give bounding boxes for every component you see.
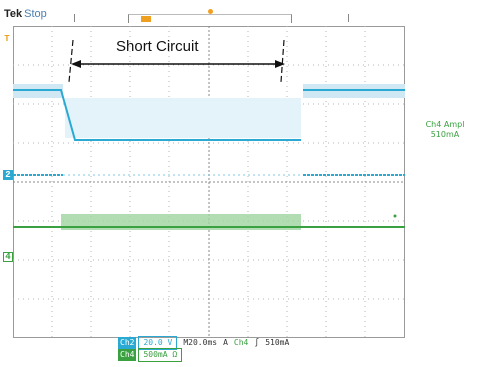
- ch2-scale: 20.0 V: [138, 336, 178, 350]
- status-row-1: Ch2 20.0 V M20.0ms A Ch4 ∫ 510mA: [118, 336, 290, 350]
- record-tick: [348, 14, 349, 22]
- trigger-slope-icon: ∫: [254, 338, 260, 347]
- trigger-position-marker[interactable]: T: [4, 34, 10, 44]
- trigger-source: Ch4: [233, 338, 249, 347]
- ch2-noise-band-short: [65, 98, 301, 138]
- scope-brand: Tek Stop: [4, 8, 47, 20]
- record-window-marker: [141, 16, 151, 22]
- status-row-2: Ch4 500mA Ω: [118, 348, 289, 362]
- trigger-level: 510mA: [265, 338, 290, 347]
- run-state: Stop: [24, 8, 47, 20]
- short-circuit-label: Short Circuit: [116, 38, 199, 55]
- arrow-head-left: [71, 60, 81, 68]
- ch4-ground-marker[interactable]: 4: [3, 252, 13, 262]
- ch2-tag: Ch2: [118, 337, 137, 349]
- readout-title: Ch4 Ampl: [425, 120, 465, 129]
- brand-label: Tek: [4, 8, 23, 20]
- ch2-ground-marker[interactable]: 2: [3, 170, 13, 180]
- top-bar: Tek Stop: [0, 0, 482, 26]
- center-axes: [13, 26, 405, 338]
- graticule: [13, 26, 405, 338]
- arrow-head-right: [275, 60, 285, 68]
- trigger-mode: A: [223, 338, 228, 347]
- ch4-marker-dot: [393, 214, 397, 218]
- waveform-display[interactable]: [13, 26, 405, 338]
- ch2-trace-main: [13, 89, 301, 141]
- trigger-position-icon: [208, 9, 213, 14]
- ch4-amplitude-readout: Ch4 Ampl 510mA: [410, 120, 480, 140]
- record-length-bar: [128, 14, 292, 23]
- ch4-scale: 500mA Ω: [138, 348, 183, 362]
- record-tick: [74, 14, 75, 22]
- status-bar: Ch2 20.0 V M20.0ms A Ch4 ∫ 510mA Ch4 500mA Ω: [118, 336, 290, 362]
- readout-value: 510mA: [430, 130, 460, 139]
- timebase: M20.0ms: [183, 338, 218, 347]
- ch4-tag: Ch4: [118, 349, 137, 361]
- short-start-dashed-line: [68, 39, 74, 83]
- short-end-dashed-line: [280, 39, 285, 83]
